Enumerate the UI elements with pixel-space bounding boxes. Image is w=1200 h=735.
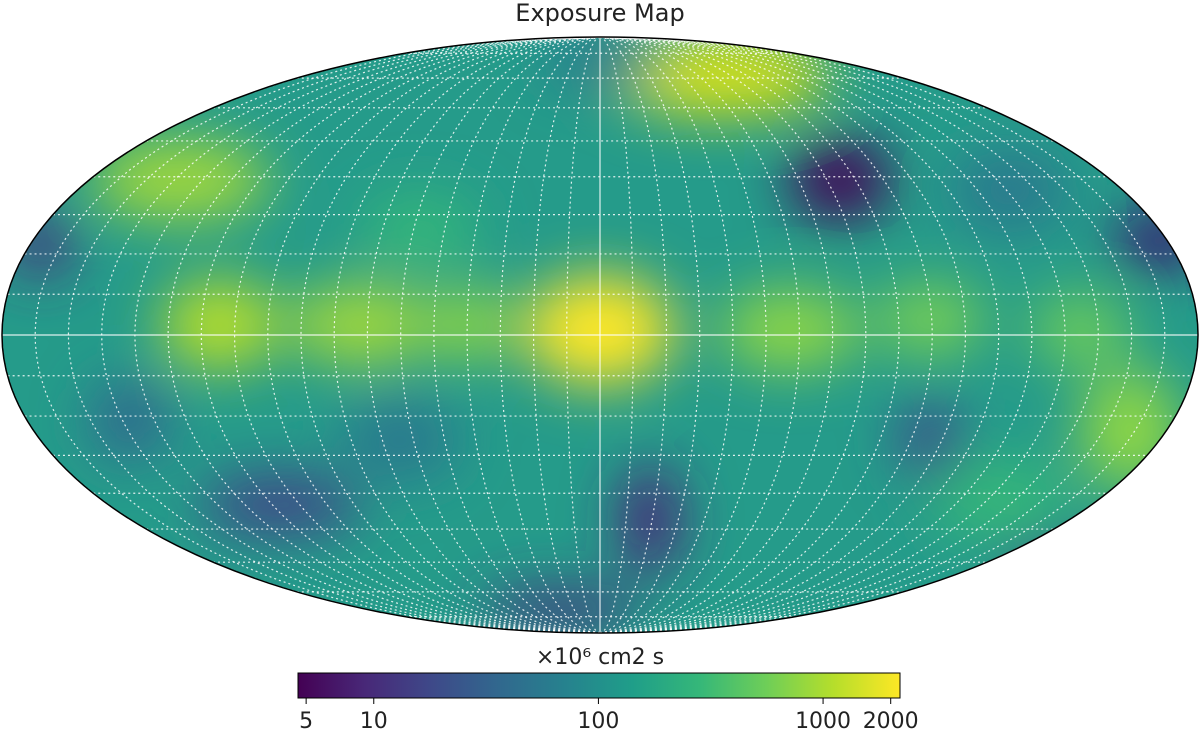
exposure-region (1080, 370, 1180, 490)
exposure-region (610, 37, 830, 115)
exposure-region (90, 140, 270, 220)
exposure-region (620, 465, 680, 575)
exposure-region (1030, 295, 1130, 365)
colorbar-tick-label: 100 (577, 709, 619, 734)
meridian (599, 37, 967, 633)
chart-title: Exposure Map (515, 0, 684, 27)
exposure-region (290, 285, 430, 365)
exposure-region (790, 140, 890, 220)
meridian (599, 37, 867, 633)
meridian (400, 37, 601, 633)
sky-map (2, 37, 1198, 633)
meridian (300, 37, 601, 633)
meridian (200, 37, 601, 633)
colorbar (297, 672, 901, 699)
meridian (333, 37, 601, 633)
exposure-region (875, 285, 985, 355)
exposure-region (200, 475, 360, 535)
map-border (1, 36, 1199, 634)
exposure-region (340, 400, 460, 480)
meridian (599, 37, 1000, 633)
colorbar-tick-label: 1000 (795, 709, 851, 734)
exposure-region (900, 400, 960, 480)
colorbar-tick-label: 2000 (863, 709, 919, 734)
colorbar-label: ×10⁶ cm2 s (536, 645, 664, 670)
colorbar-tick-label: 10 (360, 709, 388, 734)
exposure-region (360, 195, 480, 265)
meridian (599, 37, 834, 633)
exposure-region (5, 215, 75, 275)
colorbar-tick-label: 5 (299, 709, 313, 734)
exposure-region (950, 150, 1070, 230)
meridian (167, 37, 601, 633)
exposure-region (1000, 545, 1120, 595)
exposure-region (425, 290, 515, 360)
exposure-region (90, 380, 170, 460)
exposure-region (720, 290, 860, 370)
exposure-region (160, 280, 280, 370)
meridian (599, 37, 634, 633)
exposure-region (930, 460, 1070, 540)
